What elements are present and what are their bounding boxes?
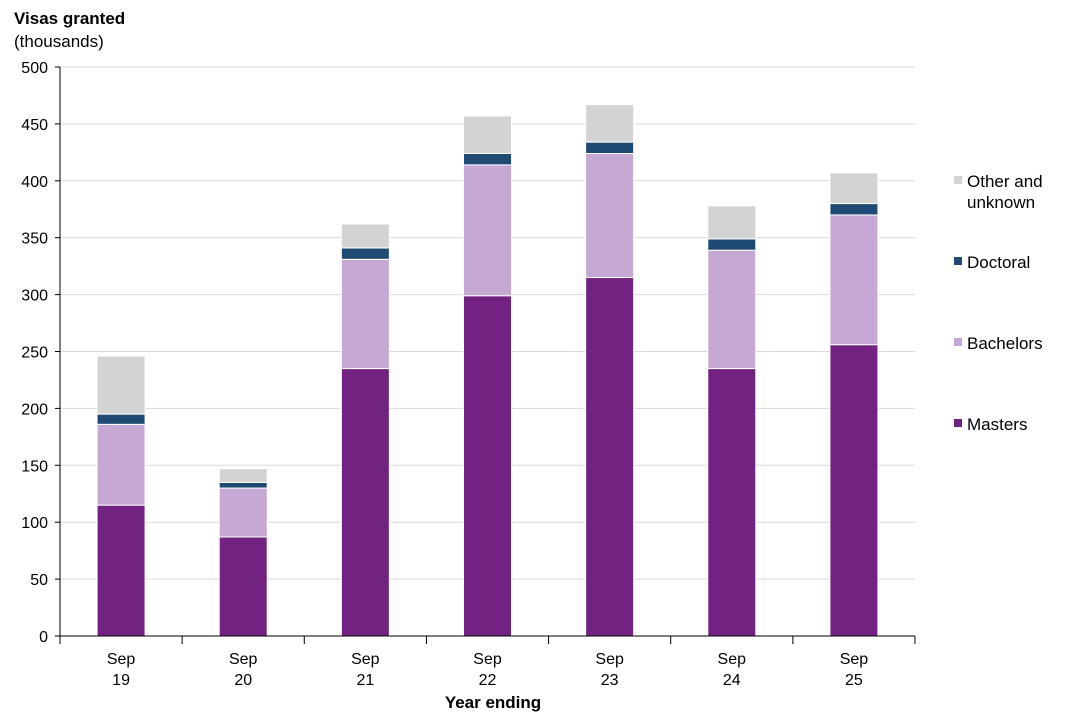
bar-segment-other-and-unknown (218, 468, 268, 483)
bar-segment-doctoral (829, 203, 879, 216)
bar-segment-masters (340, 368, 390, 637)
bar-segment-doctoral (218, 481, 268, 489)
bar-segment-masters (829, 344, 879, 637)
bar-segment-bachelors (340, 258, 390, 370)
bar-segment-bachelors (96, 423, 146, 506)
bar-segment-masters (463, 295, 512, 637)
bar-segment-bachelors (463, 164, 512, 297)
bars (96, 104, 879, 637)
x-tick-label-line2: 22 (479, 672, 497, 689)
bar-segment-other-and-unknown (829, 172, 879, 205)
y-tick-label: 300 (21, 288, 48, 305)
legend-label-other: unknown (967, 193, 1035, 212)
y-tick-label: 500 (21, 60, 48, 77)
bar-segment-other-and-unknown (340, 223, 390, 249)
bar-segment-bachelors (829, 214, 879, 346)
x-tick-label-line2: 23 (601, 672, 619, 689)
x-tick-label-line1: Sep (595, 651, 624, 668)
x-tick-label-line1: Sep (718, 651, 747, 668)
y-tick-label: 150 (21, 458, 48, 475)
y-tick-label: 250 (21, 345, 48, 362)
bar-segment-other-and-unknown (585, 104, 635, 143)
legend: Other and unknown Doctoral Bachelors Masters (954, 172, 1043, 434)
y-tick-label: 350 (21, 231, 48, 248)
x-tick-label-line1: Sep (473, 651, 502, 668)
bar-segment-doctoral (340, 247, 390, 260)
x-tick-label-line2: 24 (723, 672, 741, 689)
y-tick-label: 100 (21, 515, 48, 532)
y-tick-label: 400 (21, 174, 48, 191)
y-axis-title: Visas granted (14, 9, 126, 28)
y-tick-label: 450 (21, 117, 48, 134)
bar-segment-other-and-unknown (707, 205, 757, 240)
x-tick-label-line1: Sep (351, 651, 380, 668)
x-tick-label-line1: Sep (107, 651, 136, 668)
x-tick-label-line1: Sep (840, 651, 869, 668)
x-tick-label-line2: 19 (112, 672, 130, 689)
bar-segment-bachelors (585, 152, 635, 279)
y-axis-subtitle: (thousands) (14, 32, 104, 51)
bar-segment-masters (96, 504, 146, 637)
bar-segment-masters (707, 368, 757, 637)
legend-swatch-masters (954, 419, 962, 427)
y-tick-label: 0 (39, 629, 48, 646)
y-axis-ticks: 0 50 100 150 200 250 300 350 400 450 500 (21, 60, 60, 646)
legend-label-bachelors: Bachelors (967, 334, 1043, 353)
bar-segment-doctoral (463, 152, 512, 166)
bar-segment-masters (218, 536, 268, 637)
x-axis-title: Year ending (445, 693, 541, 712)
legend-label-masters: Masters (967, 415, 1027, 434)
bar-segment-bachelors (707, 249, 757, 370)
x-tick-label-line2: 25 (845, 672, 863, 689)
x-axis-ticks: Sep 19 Sep 20 Sep 21 Sep 22 Sep 23 Sep 24 Sep 25 (59, 636, 916, 689)
legend-label-other: Other and (967, 172, 1043, 191)
bar-segment-doctoral (707, 238, 757, 251)
y-tick-label: 50 (30, 572, 48, 589)
legend-label-doctoral: Doctoral (967, 253, 1030, 272)
x-tick-label-line2: 21 (356, 672, 374, 689)
bar-segment-doctoral (585, 141, 635, 154)
bar-segment-doctoral (96, 413, 146, 425)
x-tick-label-line2: 20 (234, 672, 252, 689)
bar-segment-other-and-unknown (463, 115, 512, 154)
legend-swatch-doctoral (954, 257, 962, 265)
bar-segment-masters (585, 277, 635, 637)
legend-swatch-other (954, 176, 962, 184)
legend-swatch-bachelors (954, 338, 962, 346)
y-tick-label: 200 (21, 401, 48, 418)
bar-segment-bachelors (218, 487, 268, 538)
x-tick-label-line1: Sep (229, 651, 258, 668)
bar-segment-other-and-unknown (96, 355, 146, 415)
